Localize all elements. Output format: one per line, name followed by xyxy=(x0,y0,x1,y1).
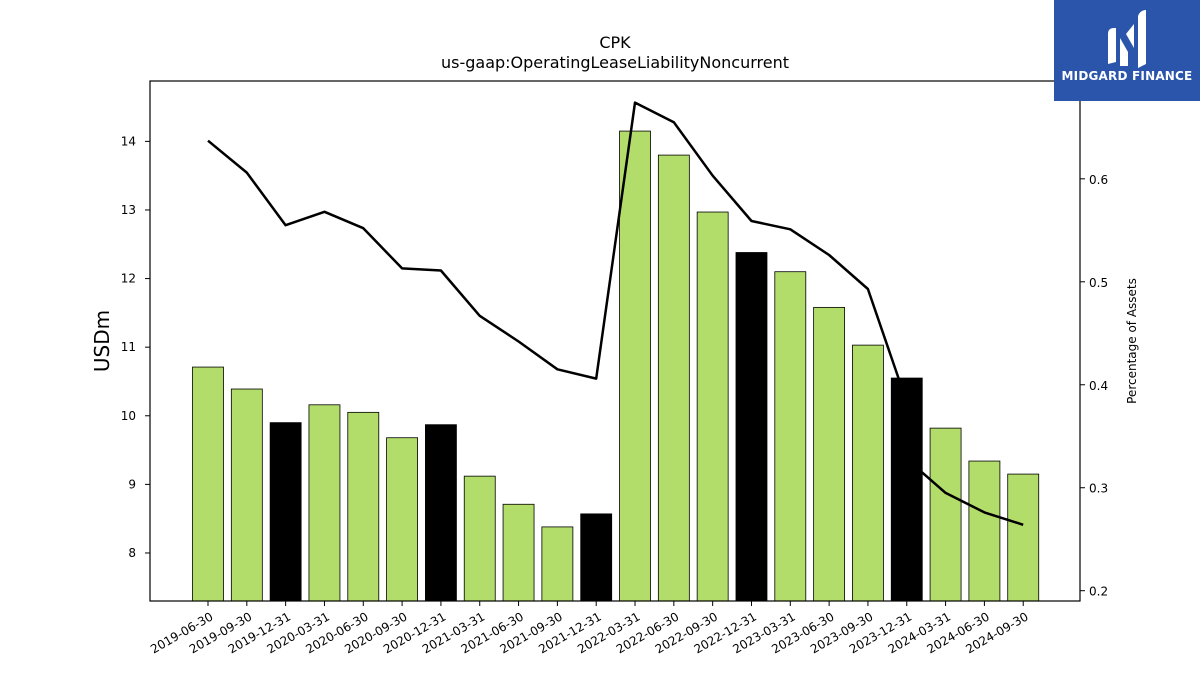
bar-2023-12-31 xyxy=(890,377,923,602)
bar-2023-06-30 xyxy=(813,306,846,602)
y2-tick-label: 0.2 xyxy=(1089,585,1108,599)
bar-2024-06-30 xyxy=(968,460,1001,602)
y2-tick-label: 0.5 xyxy=(1089,276,1108,290)
y-tick-label: 12 xyxy=(121,272,136,286)
y-tick-label: 14 xyxy=(121,134,136,148)
plot-frame xyxy=(149,80,1081,602)
bar-2020-12-31 xyxy=(425,424,457,602)
y2-tick-label: 0.3 xyxy=(1089,482,1108,496)
chart-title: CPK xyxy=(599,33,631,52)
bar-2022-06-30 xyxy=(657,154,690,602)
bar-2020-06-30 xyxy=(347,411,380,602)
x-axis-ticks: 2019-06-302019-09-302019-12-312020-03-31… xyxy=(148,601,1031,656)
y2-tick-label: 0.6 xyxy=(1089,173,1108,187)
bar-2019-12-31 xyxy=(269,422,302,602)
y-tick-label: 9 xyxy=(128,477,136,491)
y-axis-label: USDm xyxy=(90,310,114,372)
bar-2020-09-30 xyxy=(386,437,419,602)
y-tick-label: 10 xyxy=(121,409,136,423)
logo-text: MIDGARD FINANCE xyxy=(1061,69,1193,83)
bar-2024-09-30 xyxy=(1007,473,1040,602)
bar-2021-12-31 xyxy=(580,513,613,602)
bar-2021-03-31 xyxy=(463,475,496,602)
bar-2022-12-31 xyxy=(735,252,768,602)
bar-2023-09-30 xyxy=(852,344,884,602)
bar-2022-09-30 xyxy=(696,211,729,602)
bar-2020-03-31 xyxy=(308,404,341,602)
bar-2022-03-31 xyxy=(619,130,651,602)
y-tick-label: 11 xyxy=(121,340,136,354)
y2-axis-label: Percentage of Assets xyxy=(1125,278,1139,404)
y2-axis-ticks: 0.2 0.3 0.4 0.5 0.6 xyxy=(1080,173,1108,599)
chart-subtitle: us-gaap:OperatingLeaseLiabilityNoncurren… xyxy=(441,53,789,72)
bar-2019-06-30 xyxy=(192,366,224,602)
y2-tick-label: 0.4 xyxy=(1089,379,1108,393)
y-tick-label: 8 xyxy=(128,546,136,560)
bar-2024-03-31 xyxy=(929,427,962,602)
bar-series xyxy=(192,130,1040,602)
bar-2021-06-30 xyxy=(502,503,535,602)
bar-2019-09-30 xyxy=(230,388,263,602)
bar-2021-09-30 xyxy=(541,526,574,602)
y-axis-ticks: 8 9 10 11 12 13 14 xyxy=(121,134,150,560)
midgard-m-logo-icon xyxy=(1108,10,1146,68)
percentage-of-assets-line xyxy=(207,101,1024,526)
bar-2023-03-31 xyxy=(774,271,807,602)
midgard-finance-logo: MIDGARD FINANCE xyxy=(1054,0,1200,101)
y-tick-label: 13 xyxy=(121,203,136,217)
